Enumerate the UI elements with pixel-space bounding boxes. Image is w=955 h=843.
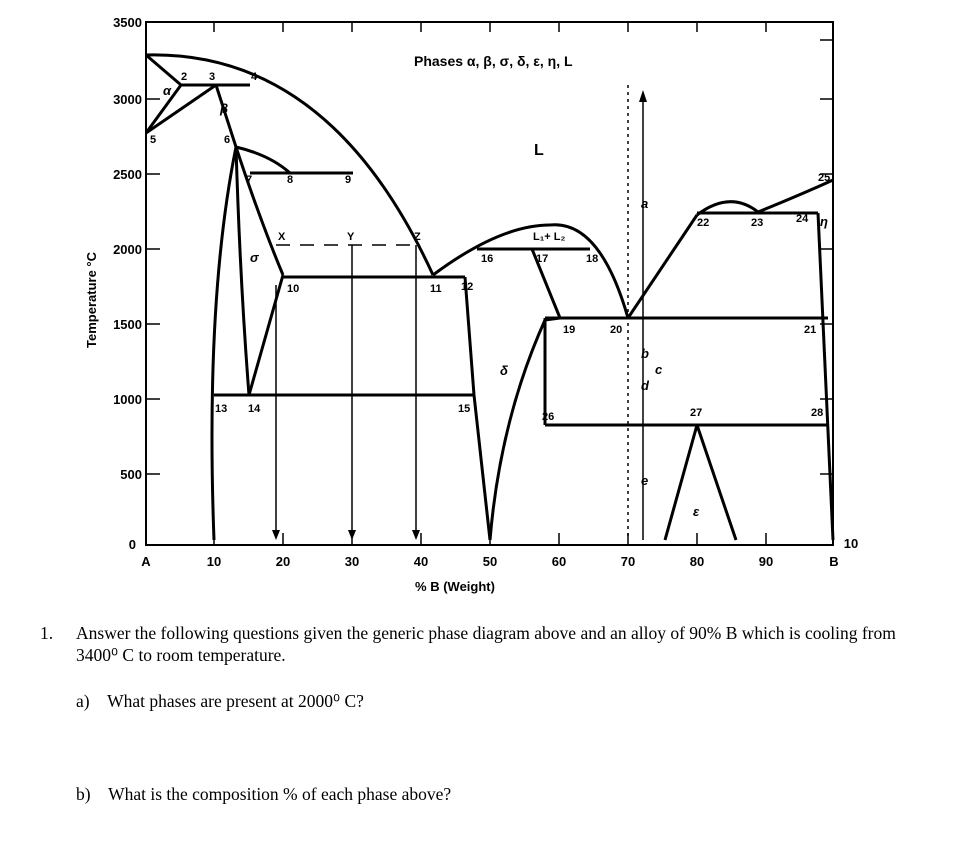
point-label: 5 xyxy=(150,134,156,146)
x-axis-title: % B (Weight) xyxy=(415,579,495,594)
eta-label: η xyxy=(820,214,828,229)
x-tick-label: 50 xyxy=(483,554,497,569)
x-tick-label: 70 xyxy=(621,554,635,569)
point-label: 21 xyxy=(804,324,816,336)
sigma-label: σ xyxy=(250,250,260,265)
point-label: 22 xyxy=(697,217,709,229)
point-label: 26 xyxy=(542,411,554,423)
y-axis-title: Temperature °C xyxy=(84,251,99,348)
point-label: X xyxy=(278,231,286,243)
point-label: 24 xyxy=(796,213,809,225)
point-label: 3 xyxy=(209,71,215,83)
x-tick-label: A xyxy=(141,554,151,569)
point-label: 4 xyxy=(251,71,258,83)
point-label: 7 xyxy=(246,174,252,186)
alpha-label: α xyxy=(163,83,172,98)
l1-l2-label: L₁+ L₂ xyxy=(533,231,565,243)
question-part-a: a) What phases are present at 2000⁰ C? xyxy=(76,691,364,711)
region-labels: α β σ δ ε η L L₁+ L₂ a b c d e xyxy=(163,83,828,519)
point-label: 28 xyxy=(811,407,823,419)
question-text: Answer the following questions given the… xyxy=(76,623,896,665)
point-label: 14 xyxy=(248,403,261,415)
beta-label: β xyxy=(219,101,228,116)
delta-label: δ xyxy=(500,363,508,378)
point-label: 25 xyxy=(818,172,830,184)
x-tick-labels: A 10 20 30 40 50 60 70 80 90 B 10 xyxy=(141,536,858,569)
point-label: 18 xyxy=(586,253,598,265)
line-b-label: b xyxy=(641,346,649,361)
y-tick-label: 2500 xyxy=(113,167,142,182)
point-label: 20 xyxy=(610,324,622,336)
x-end-extra-label: 10 xyxy=(844,536,858,551)
x-tick-label: 40 xyxy=(414,554,428,569)
x-tick-label: B xyxy=(829,554,838,569)
point-label: 12 xyxy=(461,281,473,293)
phase-boundaries xyxy=(144,53,835,541)
y-tick-labels: 3500 3000 2500 2000 1500 1000 500 0 xyxy=(113,15,142,552)
point-label: 15 xyxy=(458,403,470,415)
point-label: 8 xyxy=(287,174,293,186)
point-label: 16 xyxy=(481,253,493,265)
phase-diagram: 3500 3000 2500 2000 1500 1000 500 0 A 10… xyxy=(84,15,858,594)
x-tick-label: 90 xyxy=(759,554,773,569)
point-label: 9 xyxy=(345,174,351,186)
point-label: 17 xyxy=(536,253,548,265)
y-tick-label: 500 xyxy=(120,467,142,482)
point-label: 11 xyxy=(430,283,442,295)
point-label: Z xyxy=(414,231,421,243)
question-number: 1. xyxy=(40,623,54,643)
point-label: 23 xyxy=(751,217,763,229)
x-tick-label: 10 xyxy=(207,554,221,569)
point-label: 27 xyxy=(690,407,702,419)
x-tick-label: 30 xyxy=(345,554,359,569)
point-label: 19 xyxy=(563,324,575,336)
y-tick-label: 1000 xyxy=(113,392,142,407)
epsilon-label: ε xyxy=(693,504,700,519)
plot-frame xyxy=(145,21,834,546)
line-c-label: c xyxy=(655,362,663,377)
line-e-label: e xyxy=(641,473,648,488)
line-d-label: d xyxy=(641,378,650,393)
y-tick-label: 3500 xyxy=(113,15,142,30)
y-tick-label: 3000 xyxy=(113,92,142,107)
y-tick-label: 0 xyxy=(129,537,136,552)
point-labels: 2 3 4 5 6 7 8 9 X Y Z 10 11 12 13 14 15 … xyxy=(150,71,830,423)
y-tick-label: 1500 xyxy=(113,317,142,332)
x-tick-label: 60 xyxy=(552,554,566,569)
point-label: 10 xyxy=(287,283,299,295)
point-label: 6 xyxy=(224,134,230,146)
x-tick-label: 20 xyxy=(276,554,290,569)
phases-title: Phases α, β, σ, δ, ε, η, L xyxy=(414,53,573,69)
point-label: 2 xyxy=(181,71,187,83)
y-tick-label: 2000 xyxy=(113,242,142,257)
point-label: 13 xyxy=(215,403,227,415)
line-a-label: a xyxy=(641,196,648,211)
point-label: Y xyxy=(347,231,355,243)
question-part-b: b) What is the composition % of each pha… xyxy=(76,784,452,804)
liquid-label: L xyxy=(534,142,544,159)
x-tick-label: 80 xyxy=(690,554,704,569)
